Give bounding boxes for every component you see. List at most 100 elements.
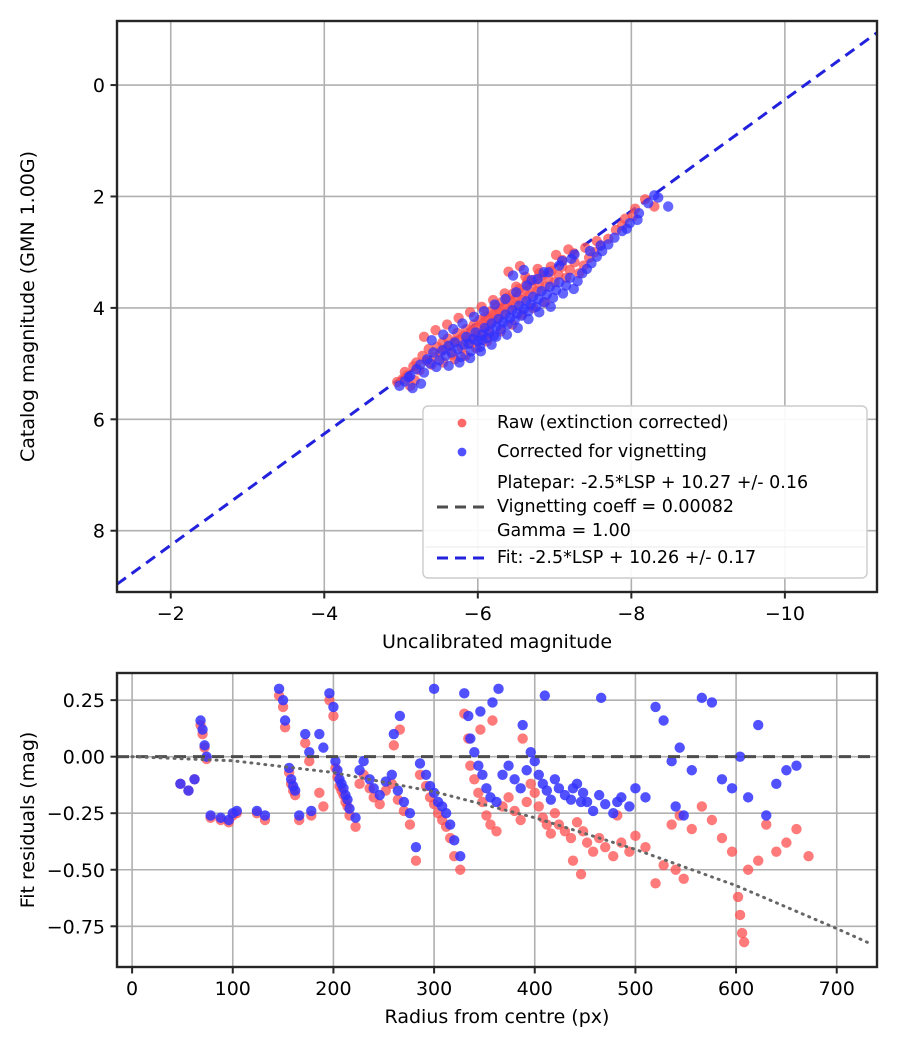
data-point [491, 796, 502, 808]
x-axis-label-bottom: Radius from centre (px) [385, 1006, 610, 1028]
data-point [392, 785, 404, 796]
data-point [283, 762, 295, 774]
data-point [428, 347, 439, 358]
data-point [500, 293, 511, 305]
data-point [557, 288, 569, 299]
top-panel-ticks: −2 −4 −6 −8 −10 0 2 4 6 8 [93, 75, 805, 625]
data-point [649, 190, 660, 201]
data-point [521, 796, 532, 808]
data-point [603, 239, 614, 250]
data-point [666, 819, 677, 830]
data-point [575, 796, 587, 808]
bottom-panel-frame [115, 671, 879, 969]
data-point [515, 814, 526, 826]
data-point [304, 756, 315, 767]
legend-label-vignetting-coeff: Vignetting coeff = 0.00082 [497, 497, 734, 517]
data-point [791, 823, 802, 835]
bottom-panel-data [117, 683, 877, 948]
data-point [567, 855, 579, 866]
data-point [716, 774, 728, 785]
vignetting-curve [130, 755, 874, 946]
data-point [658, 860, 669, 871]
data-point [753, 719, 764, 731]
top-panel-data [117, 31, 877, 586]
data-point [485, 819, 496, 830]
legend-marker-raw [457, 418, 467, 428]
data-point [324, 688, 335, 699]
scatter-series-corrected [394, 190, 674, 394]
data-point [457, 318, 468, 329]
data-point [587, 805, 599, 817]
data-point [630, 783, 641, 794]
data-point [600, 798, 611, 810]
data-point [354, 778, 365, 790]
legend-box [422, 405, 868, 579]
data-point [443, 360, 454, 372]
data-point [410, 841, 422, 853]
data-point [477, 335, 488, 346]
legend-label-corrected: Corrected for vignetting [497, 442, 707, 462]
data-point [545, 828, 557, 839]
x-axis-label-top: Uncalibrated magnitude [382, 631, 612, 653]
data-point [497, 769, 508, 780]
data-point [358, 756, 369, 767]
data-point [761, 819, 772, 830]
data-point [781, 765, 792, 776]
legend: Raw (extinction corrected) Corrected for … [422, 405, 868, 579]
data-point [517, 719, 528, 731]
data-point [388, 740, 400, 751]
data-point [678, 810, 689, 821]
tick-label-x: −2 [157, 603, 185, 625]
data-point [553, 783, 565, 794]
tick-label-x: 300 [416, 978, 452, 1000]
data-point [444, 819, 456, 830]
data-point [640, 792, 651, 803]
data-point [344, 803, 355, 814]
tick-label-y: 8 [93, 521, 105, 543]
top-panel-frame [115, 19, 879, 594]
legend-label-fit: Fit: -2.5*LSP + 10.26 +/- 0.17 [497, 548, 756, 568]
data-point [448, 323, 459, 335]
tick-label-x: 0 [126, 978, 138, 1000]
data-point [300, 728, 311, 740]
data-point [726, 846, 738, 857]
data-point [199, 740, 210, 751]
data-point [512, 322, 523, 334]
data-point [463, 710, 474, 722]
legend-label-gamma: Gamma = 1.00 [497, 521, 631, 541]
data-point [386, 769, 398, 780]
data-point [428, 683, 440, 695]
data-point [587, 846, 599, 857]
data-point [541, 785, 553, 796]
data-point [475, 706, 486, 717]
data-point [624, 801, 635, 812]
data-point [501, 329, 513, 340]
data-point [595, 692, 607, 704]
tick-label-y: 4 [93, 298, 105, 320]
data-point [567, 783, 579, 794]
data-point [670, 801, 681, 812]
tick-label-x: 700 [819, 978, 855, 1000]
data-point [197, 724, 208, 735]
data-point [454, 357, 465, 368]
data-point [621, 223, 632, 234]
data-point [577, 787, 589, 799]
tick-label-x: 500 [617, 978, 653, 1000]
tick-label-y: 2 [93, 186, 105, 208]
data-point [518, 264, 530, 276]
data-point [318, 801, 329, 812]
data-point [584, 245, 596, 257]
data-point [547, 292, 559, 304]
data-point [503, 760, 514, 771]
data-point [183, 785, 194, 796]
data-point [455, 850, 466, 862]
data-point [706, 814, 718, 826]
data-point [368, 783, 379, 794]
data-point [415, 359, 426, 370]
data-point [493, 683, 504, 695]
data-point [318, 742, 329, 753]
legend-label-platepar: Platepar: -2.5*LSP + 10.27 +/- 0.16 [497, 473, 808, 493]
data-point [503, 792, 514, 803]
data-point [674, 742, 685, 753]
data-point [545, 301, 556, 312]
